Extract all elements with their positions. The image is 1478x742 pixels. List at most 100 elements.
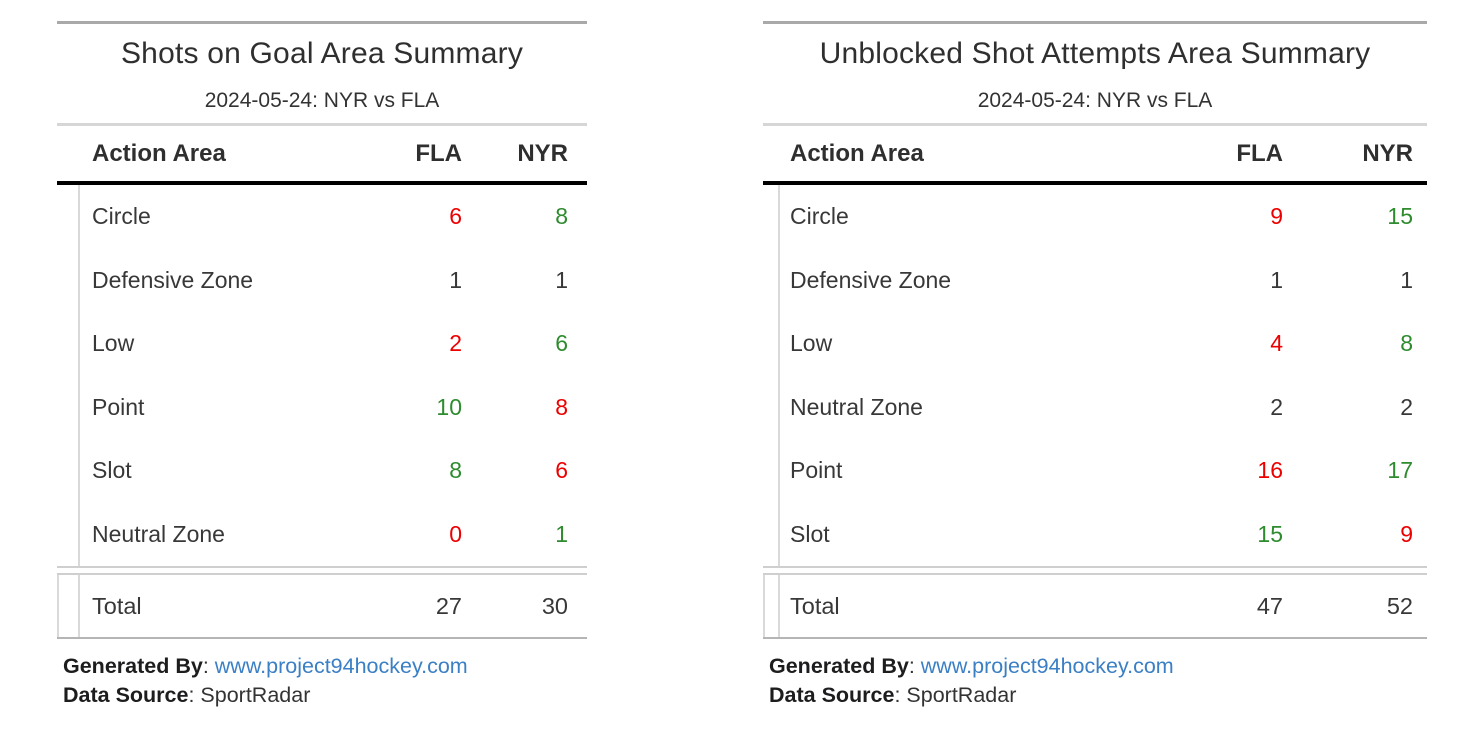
data-source-value: SportRadar <box>906 683 1017 707</box>
table-row: Point 10 8 <box>57 376 587 440</box>
table-row: Defensive Zone 1 1 <box>57 249 587 313</box>
total-top-divider <box>763 566 1427 575</box>
fla-value: 4 <box>1270 330 1283 357</box>
project94hockey-link[interactable]: www.project94hockey.com <box>214 654 468 678</box>
table-body: Circle 9 15 Defensive Zone 1 1 Low 4 8 N… <box>763 185 1427 566</box>
total-label: Total <box>92 592 142 619</box>
header-bottom-divider <box>57 181 587 185</box>
total-row: Total 27 30 <box>57 575 587 637</box>
top-divider <box>763 21 1427 24</box>
table-row: Defensive Zone 1 1 <box>763 249 1427 313</box>
row-label: Defensive Zone <box>790 266 952 293</box>
nyr-value: 9 <box>1400 520 1413 547</box>
row-label: Circle <box>790 203 849 230</box>
separator: : <box>202 654 215 678</box>
project94hockey-link[interactable]: www.project94hockey.com <box>920 654 1174 678</box>
header-bottom-divider <box>763 181 1427 185</box>
fla-value: 9 <box>1270 203 1283 230</box>
table-subtitle: 2024-05-24: NYR vs FLA <box>204 89 440 112</box>
nyr-value: 8 <box>1400 330 1413 357</box>
total-fla-value: 27 <box>435 592 462 619</box>
data-source-label: Data Source <box>769 683 895 707</box>
fla-value: 8 <box>449 457 462 484</box>
table-title: Shots on Goal Area Summary <box>120 37 524 70</box>
nyr-value: 8 <box>555 393 568 420</box>
nyr-value: 1 <box>555 266 568 293</box>
total-top-divider <box>57 566 587 575</box>
total-label: Total <box>790 592 840 619</box>
column-header-nyr: NYR <box>1362 139 1413 167</box>
bottom-divider <box>763 637 1427 639</box>
fla-value: 1 <box>1270 266 1283 293</box>
table-title: Unblocked Shot Attempts Area Summary <box>819 37 1371 70</box>
separator: : <box>188 683 201 707</box>
table-row: Circle 6 8 <box>57 185 587 249</box>
column-header-fla: FLA <box>415 139 462 167</box>
table-row: Low 2 6 <box>57 312 587 376</box>
table-row: Circle 9 15 <box>763 185 1427 249</box>
row-label: Low <box>92 330 135 357</box>
header-top-divider <box>763 123 1427 126</box>
column-header-fla: FLA <box>1236 139 1283 167</box>
nyr-value: 1 <box>1400 266 1413 293</box>
table-body: Circle 6 8 Defensive Zone 1 1 Low 2 6 Po… <box>57 185 587 566</box>
generated-by-label: Generated By <box>63 654 203 678</box>
fla-value: 10 <box>436 393 462 420</box>
table-row: Neutral Zone 2 2 <box>763 376 1427 440</box>
table-header-row: Action Area FLA NYR <box>57 126 587 181</box>
generated-by-line: Generated By: www.project94hockey.com <box>63 652 587 681</box>
table-row: Slot 15 9 <box>763 503 1427 567</box>
row-label: Slot <box>92 457 132 484</box>
bottom-divider <box>57 637 587 639</box>
total-row: Total 47 52 <box>763 575 1427 637</box>
header-top-divider <box>57 123 587 126</box>
fla-value: 0 <box>449 520 462 547</box>
row-label: Slot <box>790 520 830 547</box>
column-header-action-area: Action Area <box>790 139 924 167</box>
nyr-value: 1 <box>555 520 568 547</box>
fla-value: 15 <box>1257 520 1283 547</box>
separator: : <box>894 683 907 707</box>
data-source-line: Data Source: SportRadar <box>769 681 1427 710</box>
table-row: Low 4 8 <box>763 312 1427 376</box>
shots-on-goal-summary-table: Shots on Goal Area Summary 2024-05-24: N… <box>57 0 587 710</box>
fla-value: 16 <box>1257 457 1283 484</box>
data-source-value: SportRadar <box>200 683 311 707</box>
column-header-action-area: Action Area <box>92 139 226 167</box>
row-label: Defensive Zone <box>92 266 254 293</box>
table-row: Slot 8 6 <box>57 439 587 503</box>
table-footer: Generated By: www.project94hockey.com Da… <box>57 652 587 710</box>
fla-value: 2 <box>1270 393 1283 420</box>
fla-value: 1 <box>449 266 462 293</box>
data-source-label: Data Source <box>63 683 189 707</box>
nyr-value: 6 <box>555 330 568 357</box>
row-label: Neutral Zone <box>92 520 225 547</box>
top-divider <box>57 21 587 24</box>
nyr-value: 15 <box>1387 203 1413 230</box>
total-nyr-value: 30 <box>541 592 568 619</box>
data-source-line: Data Source: SportRadar <box>63 681 587 710</box>
nyr-value: 8 <box>555 203 568 230</box>
table-header-row: Action Area FLA NYR <box>763 126 1427 181</box>
table-subtitle: 2024-05-24: NYR vs FLA <box>977 89 1213 112</box>
row-label: Point <box>92 393 145 420</box>
fla-value: 6 <box>449 203 462 230</box>
table-row: Neutral Zone 0 1 <box>57 503 587 567</box>
fla-value: 2 <box>449 330 462 357</box>
separator: : <box>908 654 921 678</box>
table-row: Point 16 17 <box>763 439 1427 503</box>
row-label: Neutral Zone <box>790 393 923 420</box>
total-fla-value: 47 <box>1256 592 1283 619</box>
row-label: Circle <box>92 203 151 230</box>
nyr-value: 2 <box>1400 393 1413 420</box>
table-footer: Generated By: www.project94hockey.com Da… <box>763 652 1427 710</box>
row-label: Low <box>790 330 833 357</box>
generated-by-label: Generated By <box>769 654 909 678</box>
nyr-value: 17 <box>1387 457 1413 484</box>
nyr-value: 6 <box>555 457 568 484</box>
unblocked-shot-attempts-summary-table: Unblocked Shot Attempts Area Summary 202… <box>763 0 1427 710</box>
total-nyr-value: 52 <box>1386 592 1413 619</box>
generated-by-line: Generated By: www.project94hockey.com <box>769 652 1427 681</box>
column-header-nyr: NYR <box>517 139 568 167</box>
row-label: Point <box>790 457 843 484</box>
